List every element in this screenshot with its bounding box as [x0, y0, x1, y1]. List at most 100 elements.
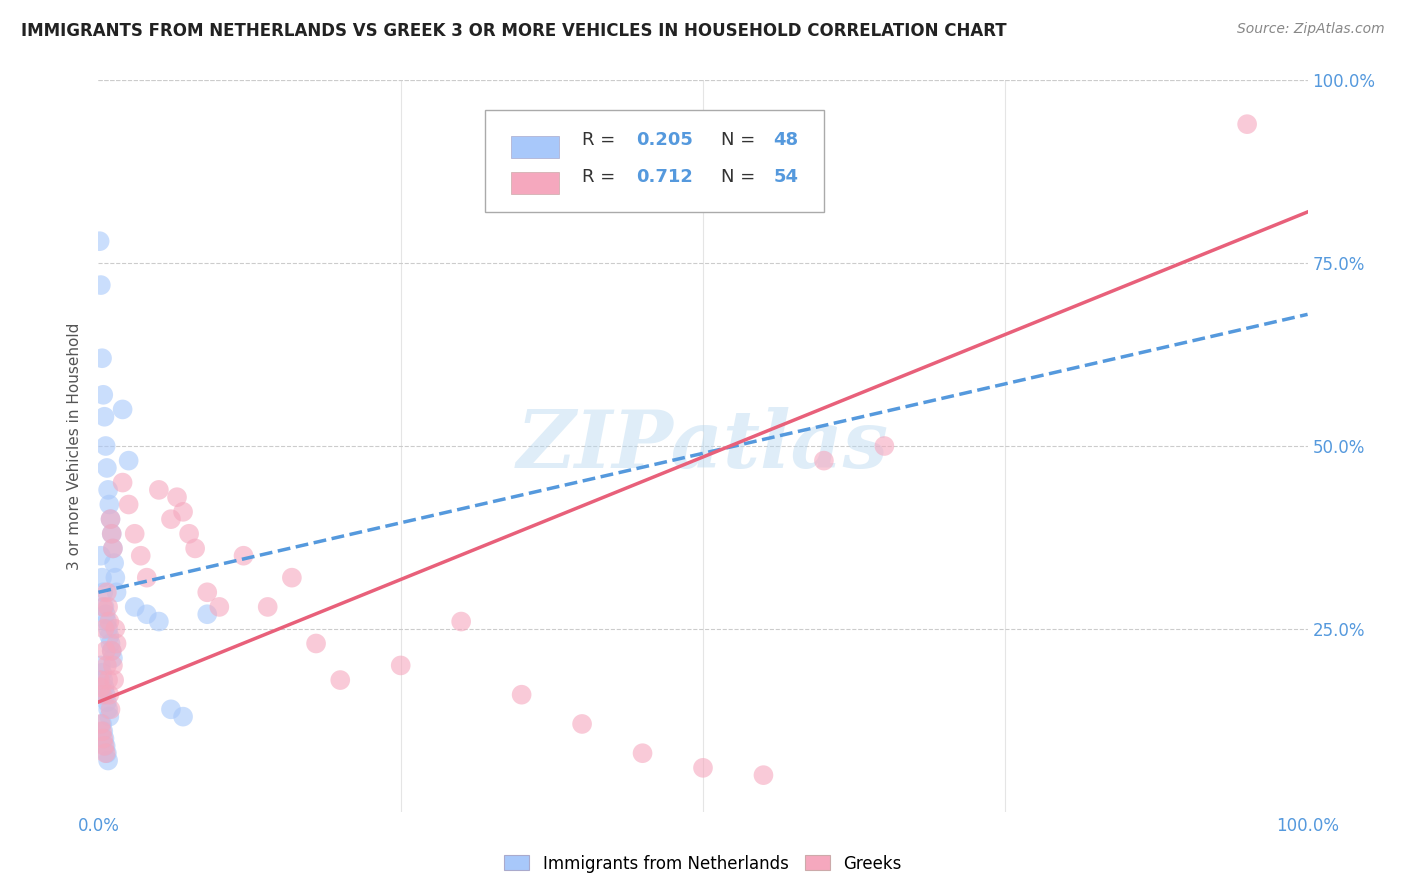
Point — [90, 278, 112, 293]
Point — [91, 717, 114, 731]
Point — [692, 761, 714, 775]
Point — [96, 746, 118, 760]
Point — [91, 724, 114, 739]
Point — [135, 571, 157, 585]
Point — [91, 388, 114, 402]
Point — [98, 709, 121, 723]
Point — [389, 658, 412, 673]
Text: R =: R = — [582, 168, 627, 186]
Point — [90, 681, 112, 695]
Point — [89, 234, 111, 248]
Point — [93, 731, 115, 746]
Point — [124, 526, 146, 541]
Point — [96, 615, 118, 629]
Point — [103, 556, 125, 570]
Point — [101, 541, 124, 556]
Point — [93, 599, 115, 614]
Point — [450, 615, 472, 629]
Point — [100, 644, 122, 658]
Point — [100, 702, 122, 716]
Point — [281, 571, 304, 585]
Point — [118, 498, 141, 512]
Point — [104, 571, 127, 585]
Point — [91, 724, 114, 739]
Point — [571, 717, 593, 731]
Point — [94, 644, 117, 658]
Point — [94, 739, 117, 753]
Point — [91, 585, 114, 599]
Point — [96, 658, 118, 673]
Point — [148, 483, 170, 497]
Point — [129, 549, 152, 563]
Point — [100, 512, 122, 526]
Point — [105, 636, 128, 650]
Point — [93, 739, 115, 753]
Point — [97, 754, 120, 768]
Point — [97, 702, 120, 716]
Point — [124, 599, 146, 614]
Point — [91, 673, 114, 687]
Legend: Immigrants from Netherlands, Greeks: Immigrants from Netherlands, Greeks — [498, 848, 908, 880]
Point — [100, 526, 122, 541]
Text: 54: 54 — [773, 168, 799, 186]
Point — [111, 475, 134, 490]
Point — [104, 622, 127, 636]
Y-axis label: 3 or more Vehicles in Household: 3 or more Vehicles in Household — [67, 322, 83, 570]
Point — [91, 731, 114, 746]
Point — [166, 490, 188, 504]
Point — [98, 615, 121, 629]
Point — [184, 541, 207, 556]
Point — [813, 453, 835, 467]
Point — [97, 673, 120, 687]
Point — [93, 622, 115, 636]
Point — [91, 688, 114, 702]
Point — [100, 512, 122, 526]
Point — [94, 688, 117, 702]
Point — [1236, 117, 1258, 131]
Point — [631, 746, 654, 760]
Point — [94, 607, 117, 622]
Point — [256, 599, 278, 614]
FancyBboxPatch shape — [510, 172, 560, 194]
Point — [195, 607, 218, 622]
Point — [873, 439, 896, 453]
Point — [98, 498, 121, 512]
Point — [91, 599, 114, 614]
Point — [305, 636, 328, 650]
Point — [98, 688, 121, 702]
Point — [100, 526, 122, 541]
Point — [101, 651, 124, 665]
Point — [89, 673, 111, 687]
Point — [91, 571, 114, 585]
Point — [510, 688, 533, 702]
Text: ZIPatlas: ZIPatlas — [517, 408, 889, 484]
Point — [148, 615, 170, 629]
Point — [94, 439, 117, 453]
Point — [160, 512, 183, 526]
Point — [232, 549, 254, 563]
FancyBboxPatch shape — [485, 110, 824, 212]
Point — [111, 402, 134, 417]
Text: IMMIGRANTS FROM NETHERLANDS VS GREEK 3 OR MORE VEHICLES IN HOUSEHOLD CORRELATION: IMMIGRANTS FROM NETHERLANDS VS GREEK 3 O… — [21, 22, 1007, 40]
Text: Source: ZipAtlas.com: Source: ZipAtlas.com — [1237, 22, 1385, 37]
Point — [91, 351, 114, 366]
Text: N =: N = — [721, 130, 761, 149]
FancyBboxPatch shape — [510, 136, 560, 158]
Point — [93, 409, 115, 424]
Point — [96, 585, 118, 599]
Point — [172, 709, 194, 723]
Point — [100, 636, 122, 650]
Text: N =: N = — [721, 168, 761, 186]
Point — [195, 585, 218, 599]
Point — [160, 702, 183, 716]
Point — [103, 673, 125, 687]
Point — [135, 607, 157, 622]
Text: R =: R = — [582, 130, 621, 149]
Point — [172, 505, 194, 519]
Point — [97, 622, 120, 636]
Text: 0.712: 0.712 — [637, 168, 693, 186]
Point — [105, 585, 128, 599]
Point — [98, 629, 121, 643]
Point — [90, 717, 112, 731]
Text: 48: 48 — [773, 130, 799, 149]
